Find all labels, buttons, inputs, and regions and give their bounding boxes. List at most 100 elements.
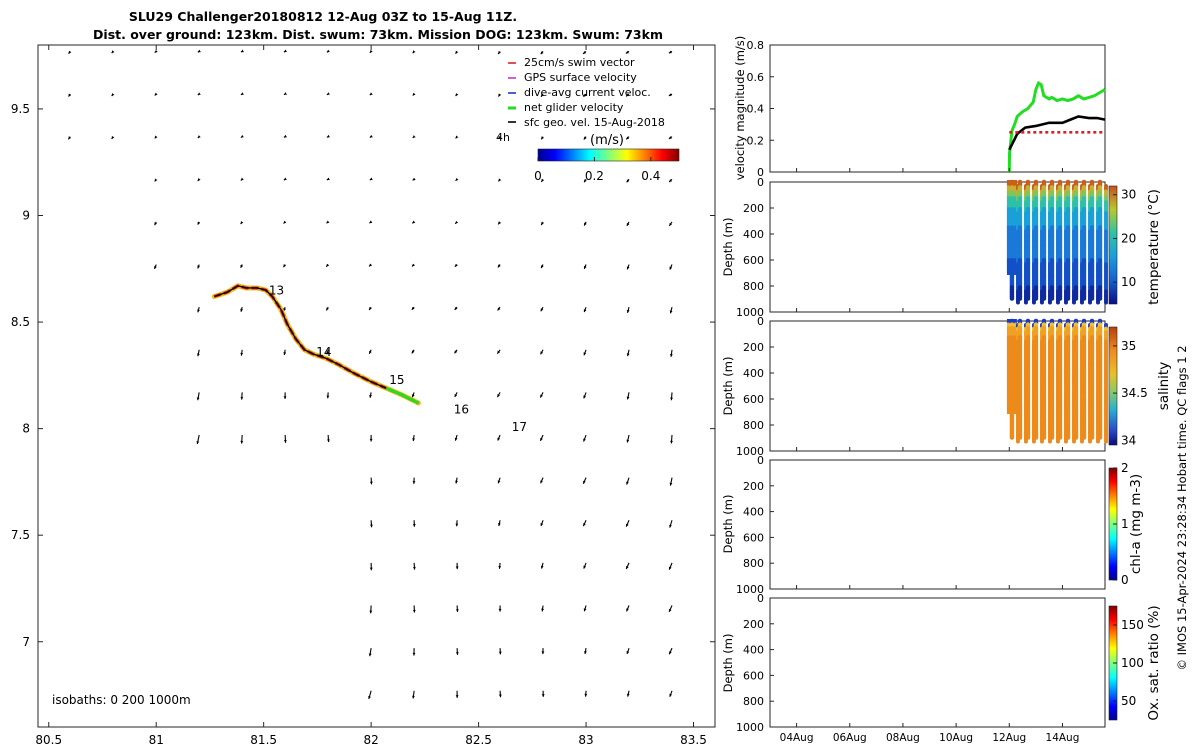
speed-cbar-tick-label: 0 <box>534 169 542 183</box>
depth-tick-label: 600 <box>743 254 764 267</box>
colorbar-tick-label: 100 <box>1121 656 1144 670</box>
temperature-colorbar <box>1108 185 1118 305</box>
geo-vector-head <box>584 693 588 697</box>
geo-vector-head <box>669 482 673 486</box>
track-net-velocity <box>385 386 420 405</box>
profile-sample <box>1025 435 1031 440</box>
geo-vector-head <box>240 92 244 95</box>
depth-tick-label: 400 <box>743 228 764 241</box>
geo-vector-head <box>283 177 287 181</box>
geo-vector-head <box>626 353 630 357</box>
geo-vector-head <box>369 610 373 614</box>
geo-vector-head <box>583 265 587 269</box>
chla-panel: Depth (m) chl-a (mg m-3) <box>721 459 1144 590</box>
geo-vector-head <box>412 652 416 656</box>
geo-vector-head <box>454 350 458 354</box>
geo-vector-head <box>583 51 587 54</box>
map-x-tick-label: 82 <box>363 733 378 747</box>
geo-vector-head <box>369 394 373 398</box>
depth-panels: Depth (m) temperature (°C) Depth (m) sal… <box>721 168 1172 744</box>
profile-sample <box>1089 296 1095 301</box>
geo-vector-head <box>455 609 459 612</box>
geo-vector-head <box>154 135 158 139</box>
depth-tick-label: 600 <box>743 531 764 544</box>
legend-label-net: net glider velocity <box>524 101 624 114</box>
profile-sample <box>1039 439 1044 444</box>
geo-vector-head <box>326 92 330 95</box>
depth-tick-label: 1000 <box>736 721 764 734</box>
legend-item-geo: sfc geo. vel. 15-Aug-2018 <box>508 116 665 129</box>
geo-vector-head <box>497 394 500 398</box>
time-tick-label: 14Aug <box>1046 732 1080 744</box>
speed-colorbar <box>537 148 680 162</box>
geo-vector-head <box>454 393 458 397</box>
depth-tick-label: 600 <box>743 393 764 406</box>
geo-vector-head <box>369 92 373 96</box>
geo-vector-head <box>412 92 416 96</box>
geo-vector-head <box>412 177 416 181</box>
depth-tick-label: 0 <box>757 592 764 605</box>
profile-sample <box>1055 439 1060 444</box>
day-label: 15 <box>389 373 404 387</box>
geo-vector-head <box>541 608 545 612</box>
footer-credit: © IMOS 15-Apr-2024 23:28:34 Hobart time.… <box>1175 345 1189 670</box>
geo-vector-head <box>668 93 672 96</box>
geo-vector-head <box>412 50 416 54</box>
depth-tick-label: 1000 <box>736 306 764 319</box>
day-label: 17 <box>512 420 527 434</box>
geo-vector-head <box>497 480 501 484</box>
geo-vector-head <box>626 439 630 443</box>
map-x-tick-label: 80.5 <box>35 733 62 747</box>
geo-vector-head <box>412 566 416 570</box>
profile-sample <box>1071 300 1076 305</box>
geo-vector-head <box>626 222 630 226</box>
geo-vector-head <box>583 395 587 399</box>
geo-vector-head <box>326 49 330 53</box>
time-tick-label: 12Aug <box>992 732 1026 744</box>
day-labels: 13 14 15 16 17 <box>269 283 527 433</box>
geo-vector-head <box>498 608 502 612</box>
geo-vector-head <box>626 93 629 97</box>
colorbar-extra-label: 4h <box>496 131 510 144</box>
depth-tick-label: 800 <box>743 695 764 708</box>
colorbar-tick-label: 150 <box>1121 618 1144 632</box>
depth-tick-label: 200 <box>743 618 764 631</box>
geo-vector-head <box>626 693 630 697</box>
colorbar-tick-label: 2 <box>1121 461 1129 475</box>
geo-vector-head <box>626 481 629 485</box>
legend-label-gps: GPS surface velocity <box>524 71 637 84</box>
geo-vector-head <box>497 307 501 311</box>
profile-sample <box>1023 300 1028 305</box>
oxygen-ylabel: Depth (m) <box>721 634 735 693</box>
profile-sample <box>1039 300 1044 305</box>
geo-vector-head <box>369 49 373 53</box>
geo-vector-head <box>412 695 415 699</box>
geo-vector-head <box>240 221 244 225</box>
speed-cbar-tick-label: 0.2 <box>585 169 604 183</box>
geo-vector-head <box>454 263 458 267</box>
geo-vector-head <box>326 134 330 138</box>
geo-vector-head <box>669 693 673 697</box>
isobath-text: isobaths: 0 200 1000m <box>52 693 191 707</box>
geo-vector-head <box>626 396 630 400</box>
geo-vector-head <box>498 51 501 55</box>
profile-sample <box>1087 300 1092 305</box>
depth-tick-label: 0 <box>757 315 764 328</box>
geo-vector-head <box>154 178 158 182</box>
geo-vector-head <box>583 438 586 442</box>
legend-item-swim: 25cm/s swim vector <box>508 56 635 69</box>
geo-vector-head <box>540 522 544 526</box>
depth-tick-label: 400 <box>743 367 764 380</box>
depth-tick-label: 800 <box>743 557 764 570</box>
map-y-tick-label: 8.5 <box>11 315 30 329</box>
geo-vector-head <box>669 179 673 182</box>
geo-vector-head <box>498 93 502 97</box>
geo-vector-head <box>326 351 329 355</box>
geo-vector-head <box>541 222 544 226</box>
velocity-series <box>1007 80 1106 173</box>
geo-vector-head <box>625 523 629 527</box>
map-y-tick-label: 7 <box>22 635 30 649</box>
geo-vector-head <box>541 136 544 140</box>
profile-sample <box>1017 435 1023 440</box>
